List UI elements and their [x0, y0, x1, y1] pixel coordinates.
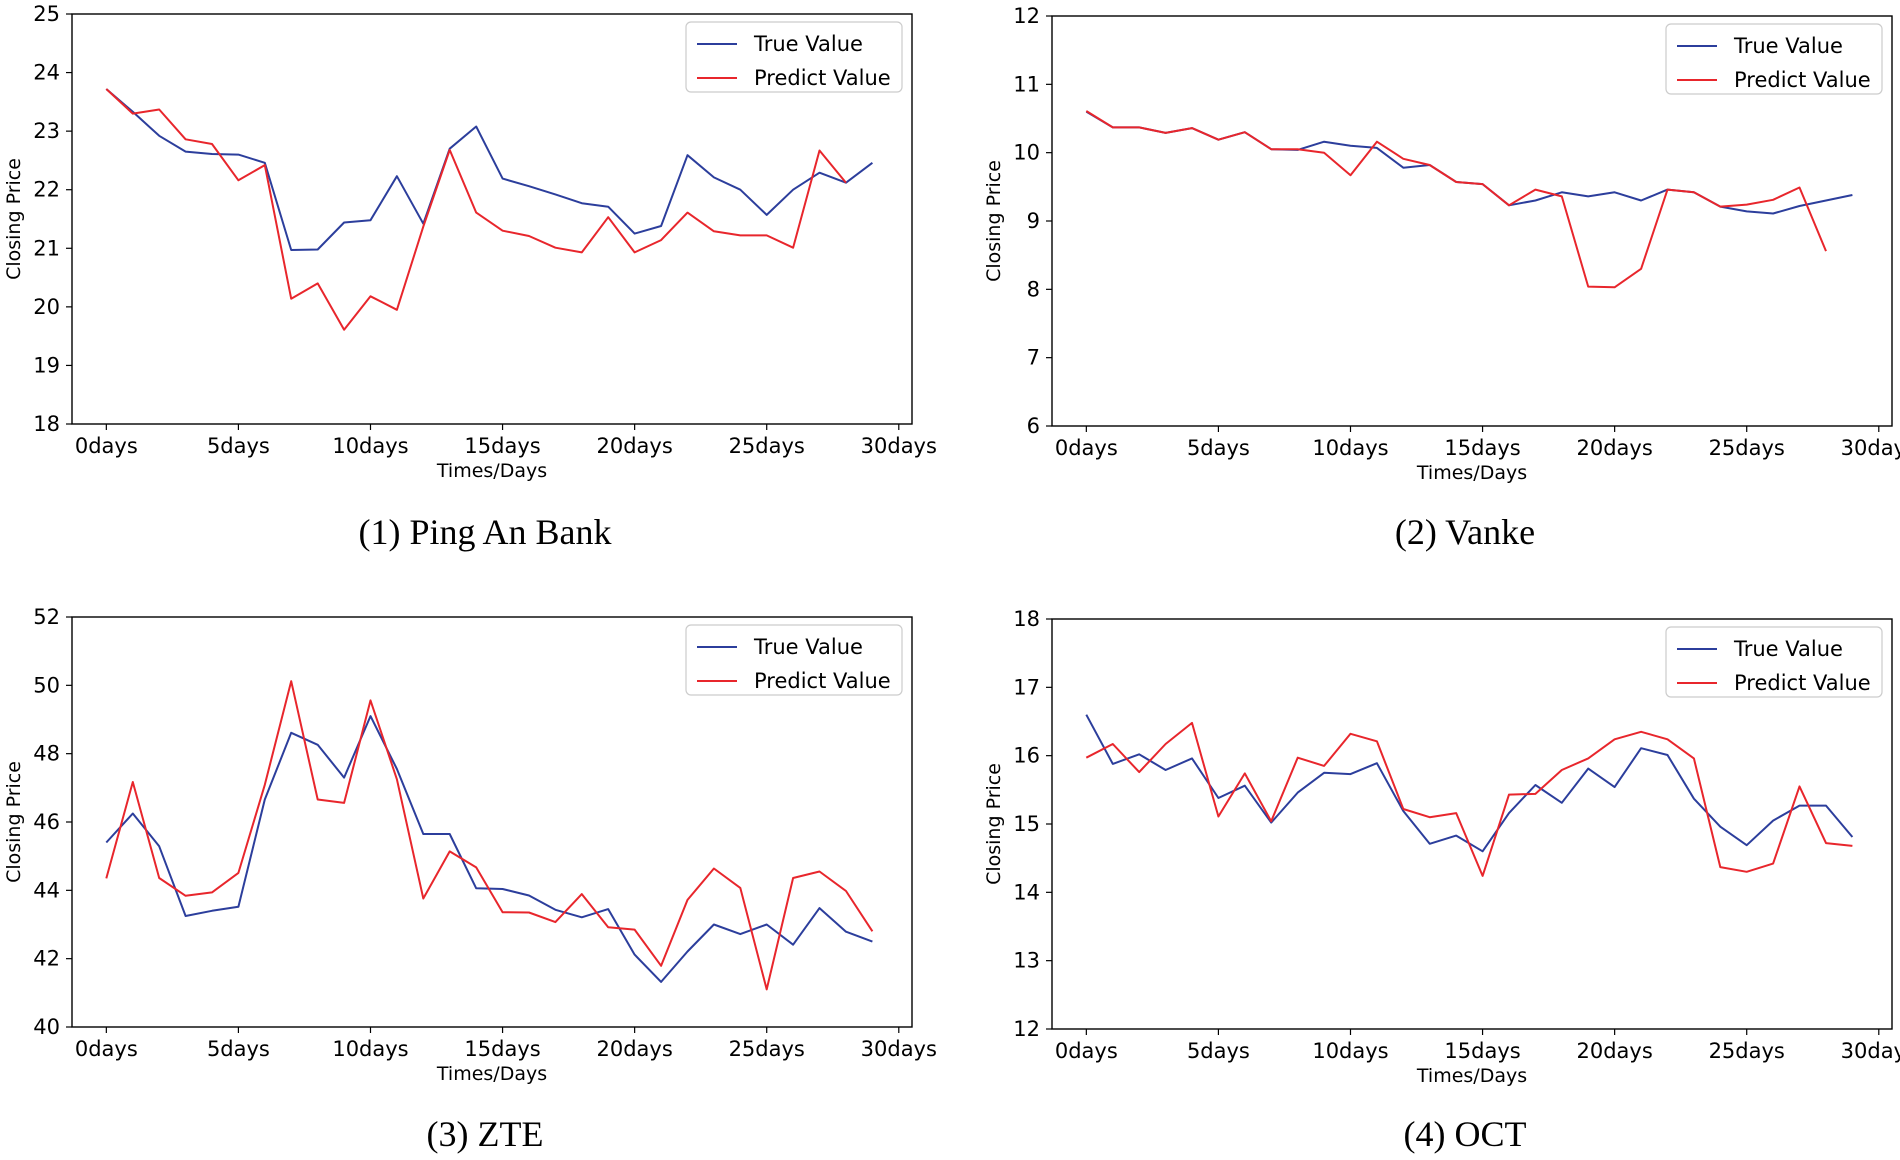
y-tick-label: 46	[33, 810, 60, 834]
x-tick-label: 25days	[729, 434, 805, 458]
x-axis-label: Times/Days	[1416, 1065, 1527, 1087]
x-tick-label: 30days	[1841, 1039, 1900, 1063]
chart-caption: (3) ZTE	[427, 1114, 544, 1154]
x-tick-label: 5days	[1187, 436, 1250, 460]
y-tick-label: 11	[1013, 72, 1040, 96]
x-tick-label: 0days	[1055, 436, 1118, 460]
x-axis-label: Times/Days	[1416, 462, 1527, 484]
legend: True Value Predict Value	[1665, 626, 1883, 698]
y-axis-label: Closing Price	[3, 158, 25, 280]
x-tick-label: 10days	[332, 1037, 408, 1061]
y-tick-label: 20	[33, 295, 60, 319]
series-line-true-value	[1085, 714, 1854, 853]
y-tick-label: 6	[1027, 414, 1040, 438]
chart-panel-4: 0days 5days 10days 15days 20days 25days 30days…	[983, 607, 1900, 1154]
y-tick-label: 12	[1013, 4, 1040, 28]
chart-caption: (2) Vanke	[1395, 512, 1535, 552]
y-tick-label: 19	[33, 353, 60, 377]
x-tick-label: 5days	[207, 1037, 270, 1061]
y-axis-label: Closing Price	[3, 761, 25, 883]
chart-panel-2: 0days 5days 10days 15days 20days 25days 30days…	[983, 4, 1900, 552]
x-tick-label: 20days	[596, 1037, 672, 1061]
y-axis-label: Closing Price	[983, 763, 1005, 885]
x-tick-label: 0days	[1055, 1039, 1118, 1063]
legend: True Value Predict Value	[685, 624, 903, 696]
x-tick-label: 10days	[332, 434, 408, 458]
x-tick-label: 25days	[729, 1037, 805, 1061]
x-axis-label: Times/Days	[436, 460, 547, 482]
chart-panel-3: 0days 5days 10days 15days 20days 25days 30days…	[3, 605, 937, 1154]
x-tick-label: 25days	[1709, 436, 1785, 460]
legend-label: True Value	[753, 635, 863, 659]
series-line-predict-value	[1085, 110, 1827, 289]
x-tick-label: 10days	[1312, 1039, 1388, 1063]
x-tick-label: 25days	[1709, 1039, 1785, 1063]
legend-label: Predict Value	[1734, 68, 1871, 92]
y-tick-label: 9	[1027, 209, 1040, 233]
axes-frame	[71, 13, 913, 425]
y-tick-label: 12	[1013, 1017, 1040, 1041]
x-tick-label: 15days	[464, 434, 540, 458]
x-tick-label: 5days	[1187, 1039, 1250, 1063]
y-tick-label: 16	[1013, 744, 1040, 768]
series-line-true-value	[105, 88, 874, 251]
y-tick-label: 13	[1013, 949, 1040, 973]
x-tick-label: 15days	[464, 1037, 540, 1061]
y-tick-label: 40	[33, 1015, 60, 1039]
legend-box	[685, 624, 903, 696]
y-tick-label: 22	[33, 178, 60, 202]
legend-label: Predict Value	[1734, 671, 1871, 695]
y-tick-label: 21	[33, 236, 60, 260]
x-axis-label: Times/Days	[436, 1063, 547, 1085]
x-tick-label: 5days	[207, 434, 270, 458]
legend-label: Predict Value	[754, 66, 891, 90]
y-tick-label: 23	[33, 119, 60, 143]
x-tick-label: 30days	[861, 1037, 937, 1061]
y-tick-label: 48	[33, 742, 60, 766]
y-tick-label: 10	[1013, 141, 1040, 165]
legend-box	[1665, 23, 1883, 95]
x-tick-label: 15days	[1444, 1039, 1520, 1063]
legend-box	[685, 21, 903, 93]
y-tick-label: 17	[1013, 675, 1040, 699]
y-tick-label: 15	[1013, 812, 1040, 836]
x-tick-label: 20days	[1576, 436, 1652, 460]
legend-label: True Value	[753, 32, 863, 56]
y-tick-label: 18	[33, 412, 60, 436]
y-tick-label: 8	[1027, 277, 1040, 301]
series-line-predict-value	[105, 88, 847, 331]
legend: True Value Predict Value	[1665, 23, 1883, 95]
y-tick-label: 50	[33, 673, 60, 697]
chart-caption: (4) OCT	[1404, 1114, 1527, 1154]
y-axis-label: Closing Price	[983, 160, 1005, 282]
legend-box	[1665, 626, 1883, 698]
x-tick-label: 10days	[1312, 436, 1388, 460]
legend-label: Predict Value	[754, 669, 891, 693]
series-line-true-value	[1085, 110, 1853, 215]
y-tick-label: 24	[33, 61, 60, 85]
y-tick-label: 14	[1013, 880, 1040, 904]
series-line-predict-value	[1085, 721, 1853, 877]
y-tick-label: 7	[1027, 346, 1040, 370]
legend-label: True Value	[1733, 637, 1843, 661]
y-tick-label: 18	[1013, 607, 1040, 631]
x-tick-label: 20days	[596, 434, 672, 458]
legend-label: True Value	[1733, 34, 1843, 58]
series-line-predict-value	[105, 680, 874, 991]
y-tick-label: 44	[33, 878, 60, 902]
y-tick-label: 25	[33, 2, 60, 26]
y-tick-label: 42	[33, 947, 60, 971]
x-tick-label: 0days	[75, 1037, 138, 1061]
legend: True Value Predict Value	[685, 21, 903, 93]
x-tick-label: 20days	[1576, 1039, 1652, 1063]
x-tick-label: 30days	[861, 434, 937, 458]
chart-caption: (1) Ping An Bank	[358, 512, 611, 552]
x-tick-label: 15days	[1444, 436, 1520, 460]
y-tick-label: 52	[33, 605, 60, 629]
x-tick-label: 30days	[1841, 436, 1900, 460]
x-tick-label: 0days	[75, 434, 138, 458]
series-line-true-value	[105, 715, 873, 983]
chart-panel-1: 0days 5days 10days 15days 20days 25days 30days…	[3, 2, 937, 552]
